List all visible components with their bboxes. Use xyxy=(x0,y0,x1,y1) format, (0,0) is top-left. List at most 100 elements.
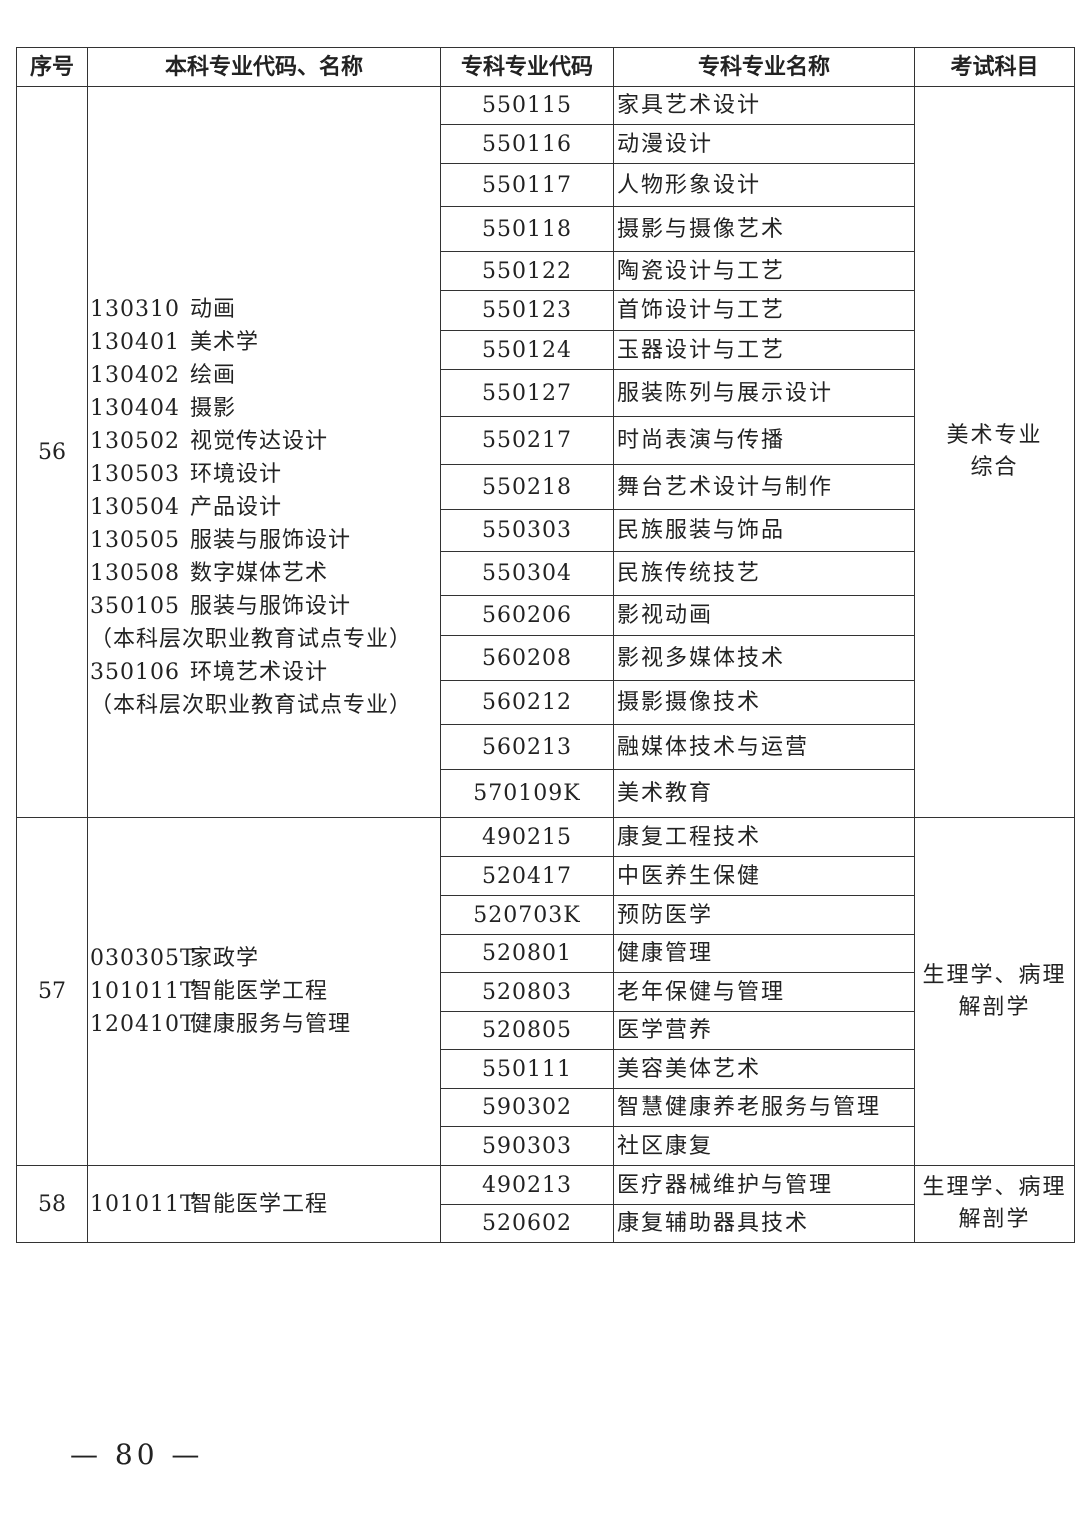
table-row: 590303 社区康复 xyxy=(17,1126,1075,1166)
major-name: 美容美体艺术 xyxy=(613,1049,915,1089)
major-name: 融媒体技术与运营 xyxy=(613,724,915,770)
undergrad-name: 绘画 xyxy=(190,362,237,388)
undergrad-name: 环境艺术设计 xyxy=(190,659,329,685)
major-code: 490215 xyxy=(440,817,614,857)
undergrad-code: 120410T xyxy=(90,1012,196,1037)
table-row: 550217 时尚表演与传播 xyxy=(17,416,1075,465)
major-name: 家具艺术设计 xyxy=(613,86,915,125)
major-name: 影视多媒体技术 xyxy=(613,635,915,681)
undergrad-name: 智能医学工程 xyxy=(190,979,329,1004)
header-code: 专科专业代码 xyxy=(440,47,614,87)
table-row: 560206 影视动画 xyxy=(17,595,1075,636)
undergrad-item: 130310 动画 xyxy=(90,293,440,326)
major-name: 时尚表演与传播 xyxy=(613,416,915,465)
table-row: 550118 摄影与摄像艺术 xyxy=(17,206,1075,252)
undergrad-code: 130502 xyxy=(90,428,180,454)
major-name: 民族服装与饰品 xyxy=(613,509,915,552)
table-row: 590302 智慧健康养老服务与管理 xyxy=(17,1088,1075,1127)
major-code: 560213 xyxy=(440,724,614,770)
undergrad-item: 350105 服装与服饰设计 xyxy=(90,590,440,623)
table-row: 550127 服装陈列与展示设计 xyxy=(17,369,1075,417)
major-name: 康复工程技术 xyxy=(613,817,915,857)
undergrad-code: 101011T xyxy=(90,979,196,1004)
undergrad-item: （本科层次职业教育试点专业） xyxy=(90,689,440,722)
undergrad-item: 130505 服装与服饰设计 xyxy=(90,524,440,557)
major-name: 医疗器械维护与管理 xyxy=(613,1165,915,1205)
major-name: 影视动画 xyxy=(613,595,915,636)
exam-line: 美术专业 xyxy=(946,423,1043,448)
undergrad-code: 130505 xyxy=(90,527,180,553)
exam-line: 生理学、病理 xyxy=(922,962,1067,988)
seq-cell: 57 xyxy=(16,817,88,1166)
major-code: 520801 xyxy=(440,934,614,973)
major-name: 健康管理 xyxy=(613,934,915,973)
major-code: 550127 xyxy=(440,369,614,417)
table-header: 序号 本科专业代码、名称 专科专业代码 专科专业名称 考试科目 xyxy=(16,47,1075,87)
undergrad-item: 101011T智能医学工程 xyxy=(90,975,440,1008)
undergrad-name: （本科层次职业教育试点专业） xyxy=(90,626,413,652)
seq-cell: 56 xyxy=(16,86,88,818)
table-row: 550304 民族传统技艺 xyxy=(17,551,1075,596)
undergrad-item: 130404 摄影 xyxy=(90,392,440,425)
undergrad-name: 服装与服饰设计 xyxy=(190,593,352,619)
major-code: 550118 xyxy=(440,206,614,252)
undergrad-name: 美术学 xyxy=(190,329,260,355)
major-code: 550303 xyxy=(440,509,614,552)
major-code: 550117 xyxy=(440,163,614,207)
major-code: 550304 xyxy=(440,551,614,596)
table-row: 550111 美容美体艺术 xyxy=(17,1049,1075,1089)
exam-cell: 生理学、病理 解剖学 xyxy=(914,1165,1075,1243)
undergrad-name: 视觉传达设计 xyxy=(190,428,329,454)
table-row: 560208 影视多媒体技术 xyxy=(17,635,1075,681)
major-name: 舞台艺术设计与制作 xyxy=(613,464,915,510)
major-name: 陶瓷设计与工艺 xyxy=(613,251,915,291)
table-row: 520803 老年保健与管理 xyxy=(17,972,1075,1012)
major-name: 摄影与摄像艺术 xyxy=(613,206,915,252)
table-row: 550218 舞台艺术设计与制作 xyxy=(17,464,1075,510)
header-undergrad: 本科专业代码、名称 xyxy=(87,47,441,87)
table-row: 550303 民族服装与饰品 xyxy=(17,509,1075,552)
undergrad-name: 家政学 xyxy=(190,946,260,971)
header-exam: 考试科目 xyxy=(914,47,1075,87)
header-name: 专科专业名称 xyxy=(613,47,915,87)
undergrad-cell: 030305T家政学 101011T智能医学工程 120410T健康服务与管理 xyxy=(87,817,441,1166)
undergrad-name: 摄影 xyxy=(190,395,237,421)
exam-line: 生理学、病理 xyxy=(922,1175,1067,1200)
undergrad-item: 130402 绘画 xyxy=(90,359,440,392)
major-code: 590302 xyxy=(440,1088,614,1127)
undergrad-item: 120410T健康服务与管理 xyxy=(90,1008,440,1041)
major-code: 550218 xyxy=(440,464,614,510)
undergrad-cell: 130310 动画 130401 美术学 130402 绘画 130404 摄影 130502 视… xyxy=(87,86,441,818)
major-code: 490213 xyxy=(440,1165,614,1205)
undergrad-name: 动画 xyxy=(190,296,237,322)
table-row: 58 101011T智能医学工程 490213 医疗器械维护与管理 生理学、病理 解剖学 xyxy=(16,1165,1075,1243)
table-row: 520805 医学营养 xyxy=(17,1011,1075,1050)
major-name: 预防医学 xyxy=(613,895,915,935)
exam-cell: 美术专业 综合 xyxy=(914,86,1075,818)
undergrad-code: 350105 xyxy=(90,593,180,619)
major-name: 智慧健康养老服务与管理 xyxy=(613,1088,915,1127)
exam-line: 解剖学 xyxy=(958,994,1031,1020)
undergrad-cell: 101011T智能医学工程 xyxy=(87,1165,441,1243)
undergrad-name: 健康服务与管理 xyxy=(190,1012,352,1037)
major-code: 550111 xyxy=(440,1049,614,1089)
majors-table: 序号 本科专业代码、名称 专科专业代码 专科专业名称 考试科目 56 130310… xyxy=(16,47,1075,1243)
undergrad-item: 350106 环境艺术设计 xyxy=(90,656,440,689)
table-row: 520703K 预防医学 xyxy=(17,895,1075,935)
undergrad-item: 130502 视觉传达设计 xyxy=(90,425,440,458)
table-row: 570109K 美术教育 xyxy=(17,769,1075,818)
major-name: 玉器设计与工艺 xyxy=(613,330,915,370)
major-code: 560212 xyxy=(440,680,614,725)
undergrad-item: 130504 产品设计 xyxy=(90,491,440,524)
page-number: — 80 — xyxy=(70,1438,204,1471)
major-code: 550124 xyxy=(440,330,614,370)
undergrad-code: 101011T xyxy=(90,1191,196,1217)
major-code: 520703K xyxy=(440,895,614,935)
major-code: 570109K xyxy=(440,769,614,818)
undergrad-code: 130503 xyxy=(90,461,180,487)
undergrad-name: （本科层次职业教育试点专业） xyxy=(90,692,413,718)
major-name: 动漫设计 xyxy=(613,124,915,164)
major-name: 美术教育 xyxy=(613,769,915,818)
undergrad-code: 130402 xyxy=(90,362,180,388)
undergrad-item: 130401 美术学 xyxy=(90,326,440,359)
